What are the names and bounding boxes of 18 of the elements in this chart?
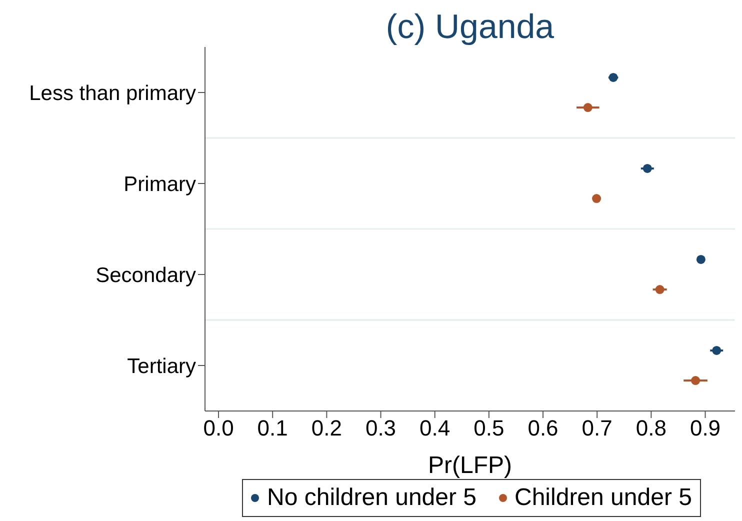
x-axis-title: Pr(LFP) [428, 452, 512, 479]
y-tick-label: Tertiary [127, 354, 196, 378]
y-tick-label: Less than primary [29, 82, 196, 105]
y-tick-label: Secondary [96, 264, 196, 287]
x-tick-label: 0.7 [582, 416, 612, 441]
x-tick-label: 0.0 [203, 416, 234, 441]
x-tick-label: 0.6 [528, 416, 558, 441]
x-tick-label: 0.4 [420, 416, 450, 441]
y-tick-label: Primary [124, 172, 196, 196]
x-tick-label: 0.8 [636, 416, 666, 441]
x-tick-label: 0.5 [474, 416, 504, 441]
legend-label: Children under 5 [514, 484, 692, 512]
legend-label: No children under 5 [266, 484, 476, 512]
x-tick-label: 0.2 [311, 416, 342, 441]
x-tick-label: 0.1 [257, 416, 288, 441]
x-tick-label: 0.9 [690, 416, 721, 441]
chart-title: (c) Uganda [384, 8, 556, 47]
x-tick-label: 0.3 [365, 416, 396, 441]
